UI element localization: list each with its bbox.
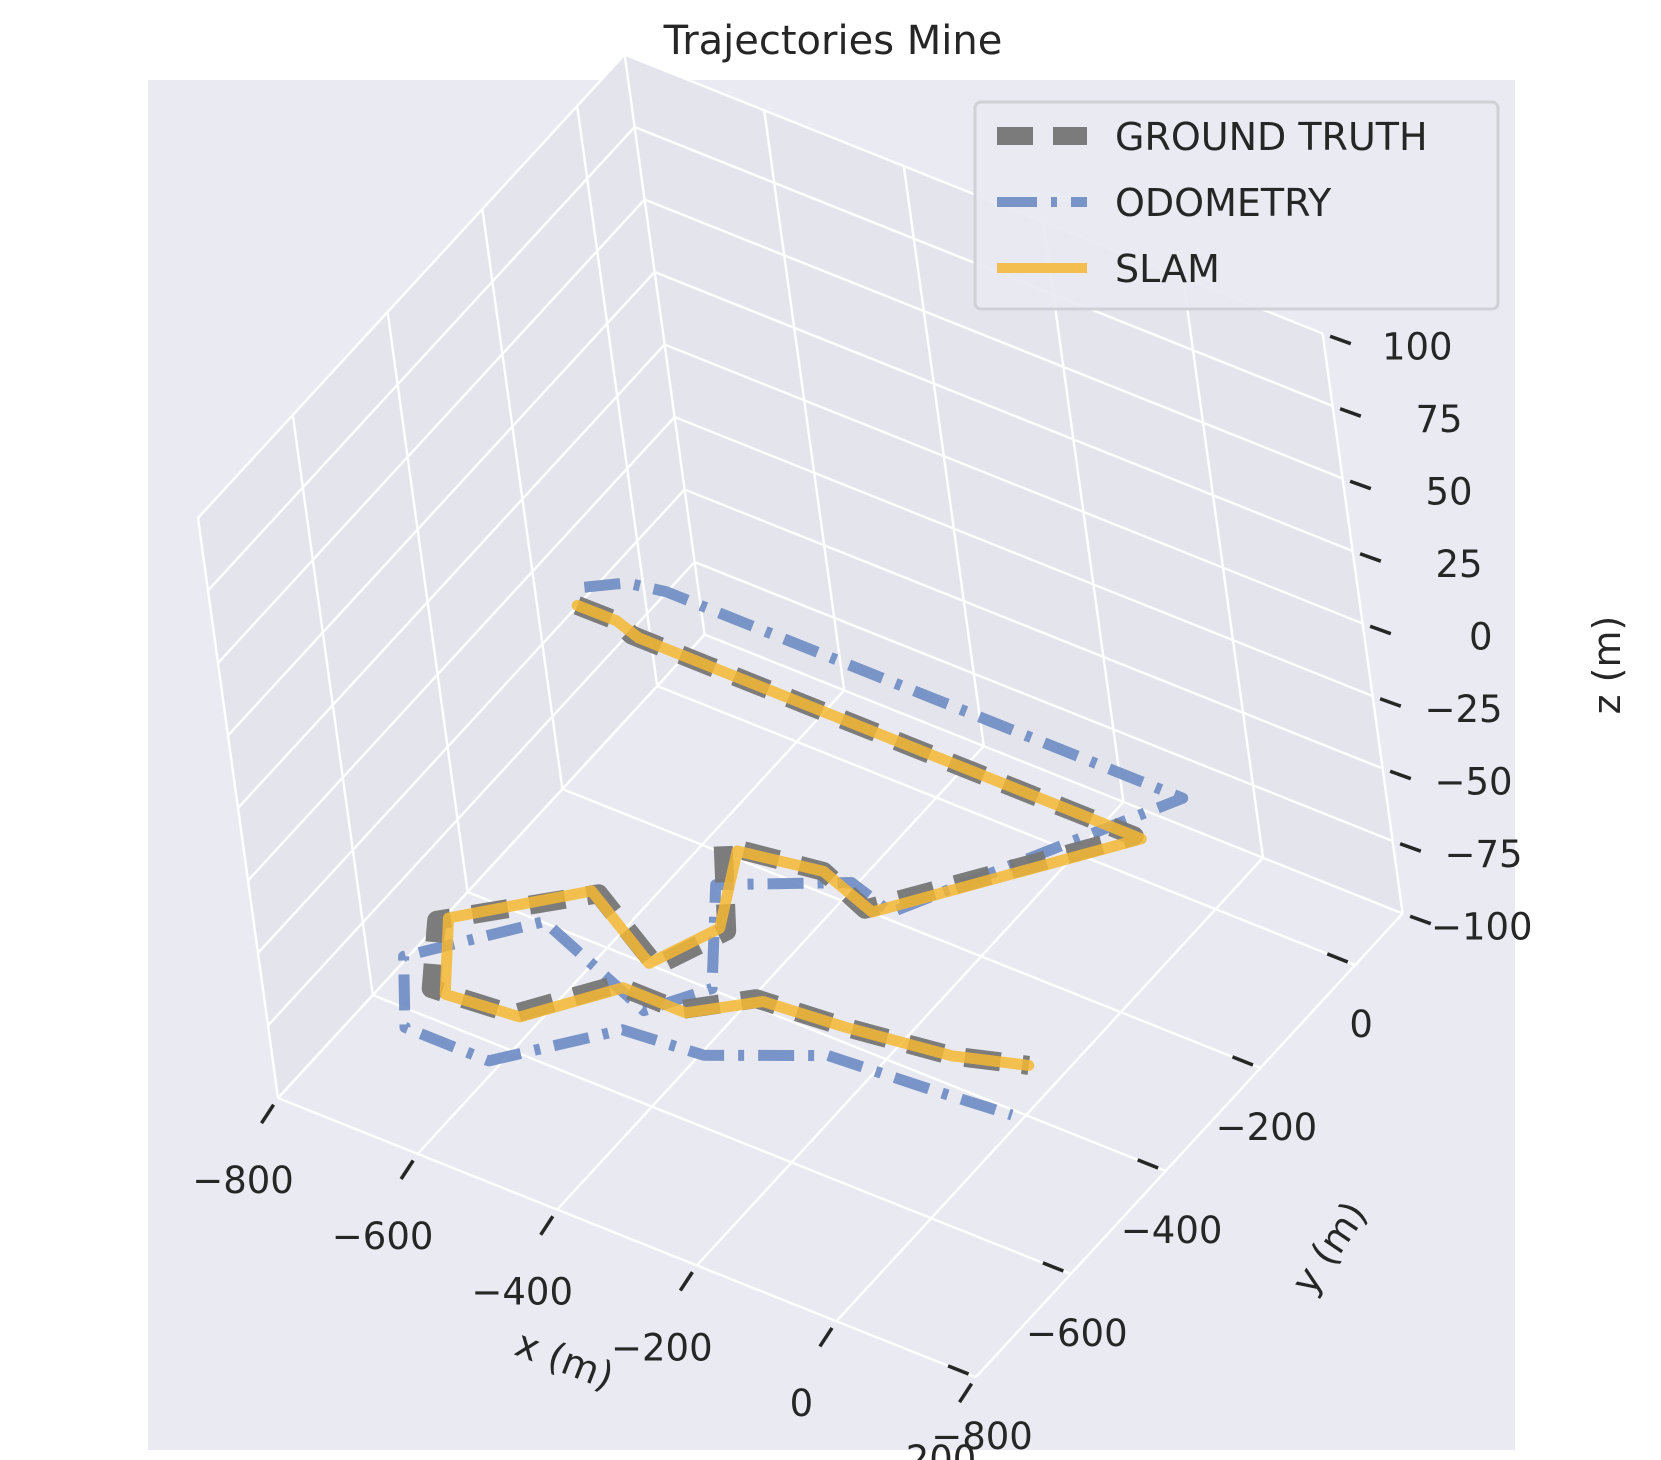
z-tick xyxy=(1349,479,1372,491)
series-line-odometry xyxy=(398,577,1189,1121)
z-tick-label: −75 xyxy=(1445,833,1523,876)
x-tick xyxy=(958,1382,974,1404)
grid-line-x-floor xyxy=(975,912,1404,1378)
y-tick-label: −600 xyxy=(1026,1312,1128,1355)
grid-line-z-back xyxy=(664,343,1364,625)
grid-line-z-back xyxy=(704,633,1404,915)
grid-line-z-back xyxy=(694,560,1394,843)
z-tick xyxy=(1369,624,1392,636)
z-tick-label: 25 xyxy=(1436,543,1483,586)
z-tick xyxy=(1399,842,1422,853)
z-tick xyxy=(1409,914,1432,926)
x-tick xyxy=(678,1271,694,1292)
x-tick xyxy=(539,1215,555,1236)
grid-line-x-floor xyxy=(556,745,985,1211)
grid-line-x-floor xyxy=(416,689,846,1155)
x-tick-label: −800 xyxy=(192,1159,294,1202)
z-tick-label: 75 xyxy=(1416,398,1463,441)
grid-line-z-back xyxy=(654,270,1354,553)
x-tick xyxy=(260,1103,276,1125)
z-tick-label: −25 xyxy=(1425,688,1503,731)
grid-line-z-left xyxy=(227,271,656,737)
x-tick-label: 0 xyxy=(790,1382,814,1425)
grid-line-z-left xyxy=(247,416,676,882)
z-axis-label: z (m) xyxy=(1585,616,1629,715)
y-tick xyxy=(1326,952,1349,964)
z-tick-label: −50 xyxy=(1435,761,1513,804)
z-tick-label: 0 xyxy=(1469,616,1493,659)
y-tick xyxy=(1137,1158,1159,1170)
legend: GROUND TRUTH ODOMETRY SLAM xyxy=(973,100,1500,311)
z-tick xyxy=(1379,697,1402,708)
y-tick xyxy=(947,1364,970,1376)
y-tick xyxy=(1231,1055,1254,1067)
grid-line-y-floor xyxy=(372,993,1072,1276)
x-tick-label: 200 xyxy=(906,1438,977,1460)
grid-line-z-left xyxy=(257,488,686,954)
series-line-slam xyxy=(439,599,1147,1071)
legend-label: ODOMETRY xyxy=(1115,181,1332,225)
y-tick-label: −200 xyxy=(1216,1106,1318,1149)
grid-line-z-left xyxy=(277,633,706,1099)
grid-line-z-left xyxy=(237,343,666,809)
y-tick xyxy=(1042,1261,1065,1273)
legend-label: GROUND TRUTH xyxy=(1115,115,1428,159)
x-tick-label: −200 xyxy=(611,1326,713,1369)
grid-line-z-back xyxy=(674,415,1374,698)
z-tick xyxy=(1359,552,1382,563)
grid-line-z-left xyxy=(197,53,626,519)
y-tick-label: −800 xyxy=(931,1415,1033,1458)
grid-line-x-floor xyxy=(835,856,1264,1323)
z-tick-label: 100 xyxy=(1382,326,1453,369)
y-tick-label: −400 xyxy=(1121,1209,1223,1252)
x-tick xyxy=(399,1159,415,1180)
z-tick-label: −100 xyxy=(1431,906,1533,949)
z-tick-label: 50 xyxy=(1426,471,1473,514)
x-tick-label: −400 xyxy=(471,1271,573,1314)
z-tick xyxy=(1339,407,1362,418)
chart-title: Trajectories Mine xyxy=(663,18,1003,64)
grid-line-y-floor xyxy=(467,890,1167,1173)
grid-line-z-left xyxy=(207,126,636,592)
grid-line-z-left xyxy=(217,198,646,664)
grid-line-z-back xyxy=(684,488,1384,770)
grid-line-x-floor xyxy=(695,801,1125,1267)
grid-line-y-floor xyxy=(277,1096,977,1379)
x-tick xyxy=(818,1326,834,1348)
legend-label: SLAM xyxy=(1115,247,1220,291)
grid-line-y-floor xyxy=(656,684,1356,967)
grid-line-z-back xyxy=(644,198,1344,480)
x-tick-label: −600 xyxy=(332,1215,434,1258)
y-tick-label: 0 xyxy=(1349,1003,1373,1046)
z-tick xyxy=(1329,334,1352,346)
legend-box xyxy=(973,100,1500,311)
z-tick xyxy=(1389,769,1412,781)
grid-line-y-floor xyxy=(561,787,1261,1070)
